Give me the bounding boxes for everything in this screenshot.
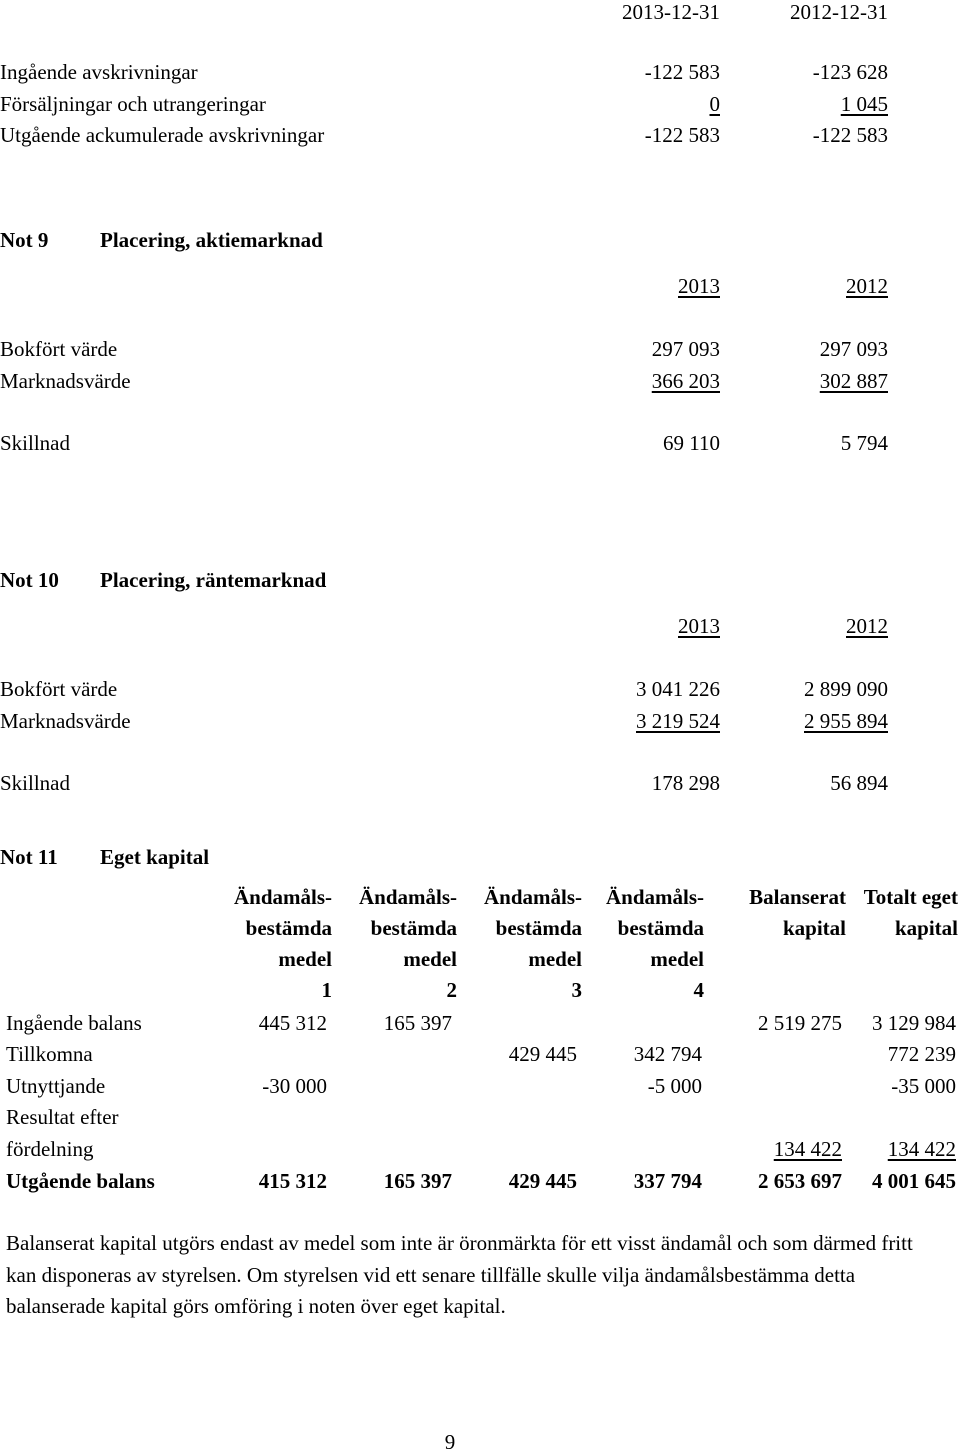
table-row: fördelning 134 422 134 422 <box>0 1134 960 1165</box>
table-row: Tillkomna 429 445 342 794 772 239 <box>0 1039 960 1070</box>
row-label-skillnad: Skillnad <box>0 431 71 455</box>
cell: 3 129 984 <box>872 1011 956 1035</box>
table-row: Resultat efter <box>0 1102 960 1133</box>
row-label-bokfort-varde: Bokfört värde <box>0 677 118 701</box>
row-value: 302 887 <box>819 369 888 393</box>
row-label-skillnad: Skillnad <box>0 771 71 795</box>
row-label-fordelning: fördelning <box>6 1137 94 1161</box>
cell: 134 422 <box>887 1137 956 1161</box>
year-header: 2012 <box>846 614 888 638</box>
note-9-number: Not 9 <box>0 228 49 252</box>
row-label-ingaende-balans: Ingående balans <box>6 1011 142 1035</box>
cell: 2 653 697 <box>758 1169 842 1193</box>
note-11-paragraph: Balanserat kapital utgörs endast av mede… <box>6 1231 913 1318</box>
note-10-title: Placering, räntemarknad <box>100 568 327 592</box>
note-9-title: Placering, aktiemarknad <box>100 228 323 252</box>
table-row-total: Utgående balans 415 312 165 397 429 445 … <box>0 1166 960 1197</box>
col-header-2013-12-31: 2013-12-31 <box>622 0 720 24</box>
row-value: 2 899 090 <box>804 677 888 701</box>
row-value: 178 298 <box>651 771 720 795</box>
year-header: 2013 <box>678 274 720 298</box>
row-label-utgaende-balans: Utgående balans <box>6 1169 155 1193</box>
row-label-utgaende-ack-avskrivningar: Utgående ackumulerade avskrivningar <box>0 123 325 147</box>
year-header: 2012 <box>846 274 888 298</box>
year-header: 2013 <box>678 614 720 638</box>
row-label-ingaende-avskrivningar: Ingående avskrivningar <box>0 60 198 84</box>
row-value: 297 093 <box>651 337 720 361</box>
row-value: 366 203 <box>651 369 720 393</box>
page-number: 9 <box>444 1430 456 1454</box>
cell: 337 794 <box>633 1169 702 1193</box>
row-label-bokfort-varde: Bokfört värde <box>0 337 118 361</box>
cell: 445 312 <box>258 1011 327 1035</box>
cell: 772 239 <box>887 1042 956 1066</box>
row-value: 56 894 <box>830 771 888 795</box>
cell: -35 000 <box>891 1074 956 1098</box>
row-label-tillkomna: Tillkomna <box>6 1042 93 1066</box>
col-header-andamal-2: Ändamåls- bestämda medel 2 <box>358 885 457 1002</box>
cell: -5 000 <box>647 1074 702 1098</box>
cell: 415 312 <box>258 1169 327 1193</box>
row-value: 297 093 <box>819 337 888 361</box>
row-value: 0 <box>709 92 721 116</box>
row-value: -122 583 <box>644 123 720 147</box>
cell: 165 397 <box>383 1169 452 1193</box>
note-11-title: Eget kapital <box>100 845 210 869</box>
cell: 429 445 <box>508 1042 577 1066</box>
cell: 4 001 645 <box>872 1169 956 1193</box>
col-header-andamal-3: Ändamåls- bestämda medel 3 <box>483 885 582 1002</box>
cell: -30 000 <box>262 1074 327 1098</box>
note-11-number: Not 11 <box>0 845 58 869</box>
col-header-balanserat-kapital: Balanserat kapital <box>749 885 846 940</box>
col-header-totalt-eget-kapital: Totalt eget kapital <box>863 885 958 940</box>
row-value: 1 045 <box>840 92 888 116</box>
row-label-resultat-efter: Resultat efter <box>6 1105 119 1129</box>
cell: 429 445 <box>508 1169 577 1193</box>
row-value: 69 110 <box>663 431 720 455</box>
col-header-andamal-4: Ändamåls- bestämda medel 4 <box>605 885 704 1002</box>
row-label-utnyttjande: Utnyttjande <box>6 1074 106 1098</box>
row-label-marknadsvarde: Marknadsvärde <box>0 709 131 733</box>
row-value: -122 583 <box>812 123 888 147</box>
row-label-marknadsvarde: Marknadsvärde <box>0 369 131 393</box>
cell: 134 422 <box>773 1137 842 1161</box>
row-value: 3 219 524 <box>636 709 720 733</box>
row-value: -123 628 <box>812 60 888 84</box>
col-header-2012-12-31: 2012-12-31 <box>790 0 888 24</box>
row-value: 2 955 894 <box>804 709 888 733</box>
cell: 342 794 <box>633 1042 702 1066</box>
cell: 165 397 <box>383 1011 452 1035</box>
col-header-andamal-1: Ändamåls- bestämda medel 1 <box>233 885 332 1002</box>
table-row: Ingående balans 445 312 165 397 2 519 27… <box>0 1008 960 1039</box>
row-value: -122 583 <box>644 60 720 84</box>
row-value: 3 041 226 <box>636 677 720 701</box>
cell: 2 519 275 <box>758 1011 842 1035</box>
note-10-number: Not 10 <box>0 568 59 592</box>
row-label-forsaljningar: Försäljningar och utrangeringar <box>0 92 266 116</box>
table-row: Utnyttjande -30 000 -5 000 -35 000 <box>0 1071 960 1102</box>
row-value: 5 794 <box>840 431 888 455</box>
